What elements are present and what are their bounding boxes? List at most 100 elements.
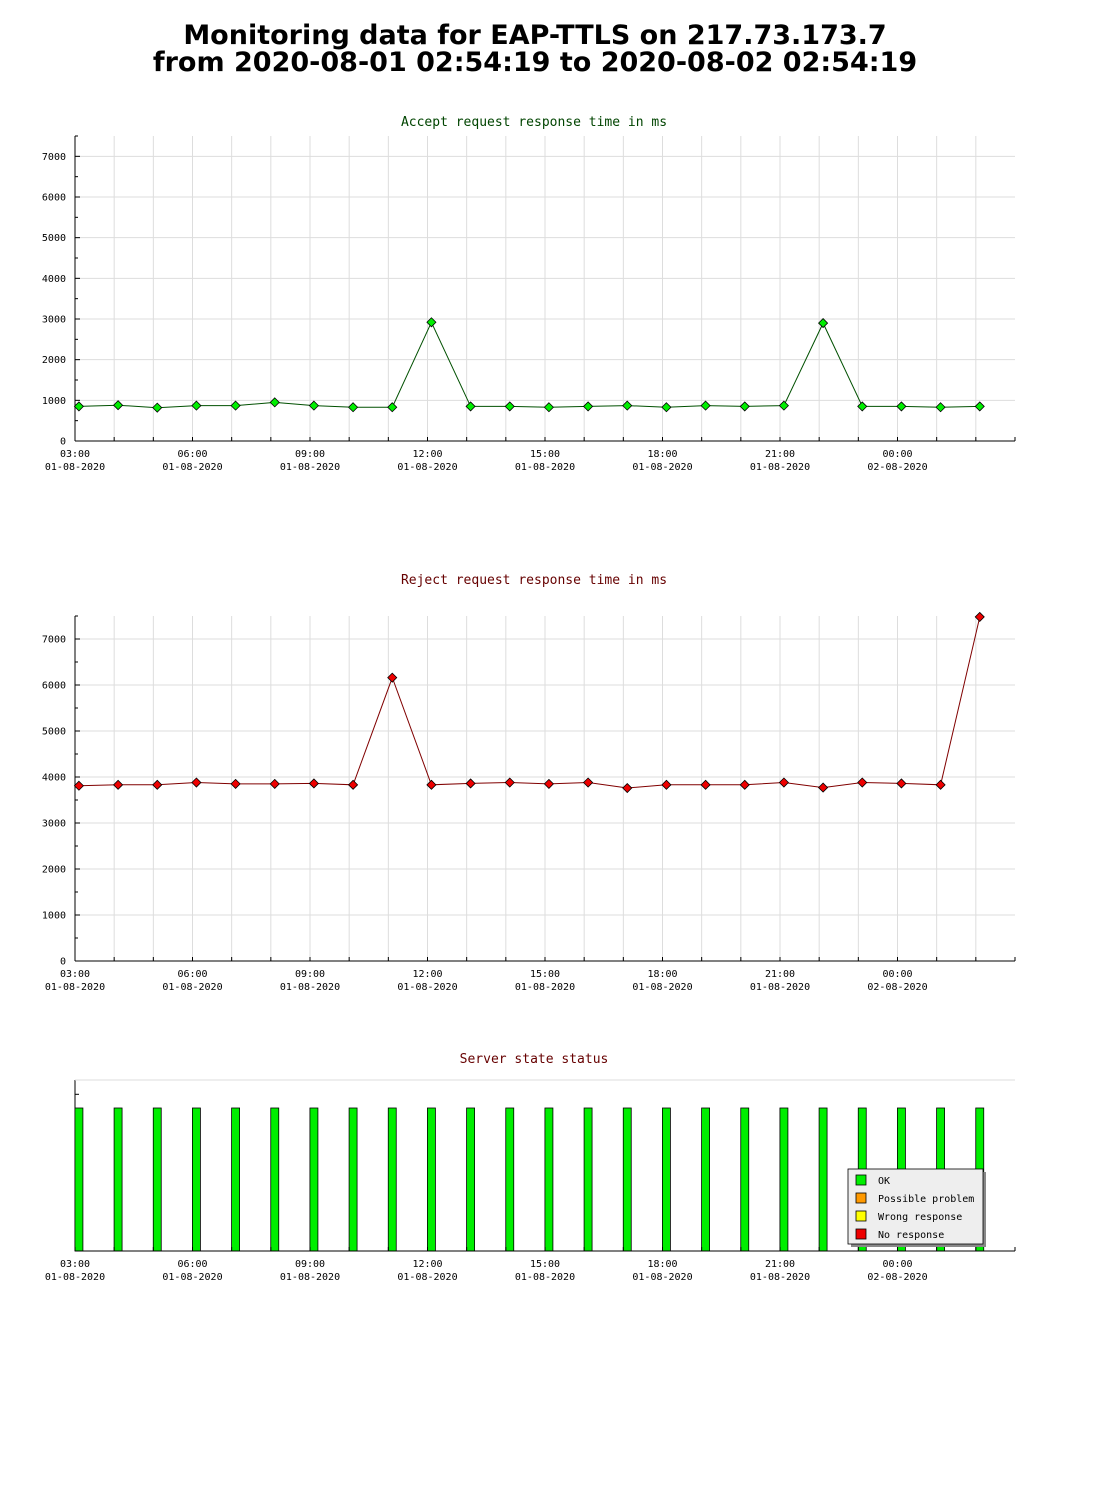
status-bar bbox=[505, 1107, 515, 1252]
reject-data-point bbox=[974, 611, 985, 622]
accept-x-tick-date: 01-08-2020 bbox=[162, 462, 222, 473]
reject-data-point bbox=[348, 779, 359, 790]
reject-data-point bbox=[583, 777, 594, 788]
accept-x-tick-date: 01-08-2020 bbox=[397, 462, 457, 473]
accept-data-point bbox=[935, 402, 946, 413]
accept-y-tick-label: 5000 bbox=[42, 233, 66, 244]
accept-y-tick-label: 3000 bbox=[42, 315, 66, 326]
status-x-tick-time: 06:00 bbox=[177, 1259, 207, 1270]
accept-data-point bbox=[543, 402, 554, 413]
accept-data-point bbox=[465, 401, 476, 412]
legend-label: No response bbox=[878, 1230, 944, 1241]
reject-data-point bbox=[426, 779, 437, 790]
reject-data-point bbox=[857, 777, 868, 788]
reject-x-tick-time: 15:00 bbox=[530, 969, 560, 980]
legend-swatch bbox=[855, 1174, 867, 1186]
accept-data-point bbox=[348, 402, 359, 413]
reject-data-point bbox=[269, 778, 280, 789]
reject-data-point bbox=[661, 779, 672, 790]
status-bar bbox=[779, 1107, 789, 1252]
reject-data-point bbox=[700, 779, 711, 790]
reject-y-tick-label: 7000 bbox=[42, 635, 66, 646]
reject-data-point bbox=[739, 779, 750, 790]
accept-data-point bbox=[73, 401, 84, 412]
reject-x-tick-time: 09:00 bbox=[295, 969, 325, 980]
status-x-tick-date: 01-08-2020 bbox=[162, 1272, 222, 1283]
legend-label: Wrong response bbox=[878, 1212, 962, 1223]
status-chart-title: Server state status bbox=[460, 1052, 609, 1067]
accept-data-point bbox=[974, 401, 985, 412]
accept-x-tick-time: 03:00 bbox=[60, 449, 90, 460]
page-title-line-1: Monitoring data for EAP-TTLS on 217.73.1… bbox=[183, 20, 887, 51]
reject-data-point bbox=[778, 777, 789, 788]
reject-data-point bbox=[935, 779, 946, 790]
status-x-tick-time: 21:00 bbox=[765, 1259, 795, 1270]
status-bar bbox=[387, 1107, 397, 1252]
accept-x-tick-time: 18:00 bbox=[647, 449, 677, 460]
accept-x-tick-time: 21:00 bbox=[765, 449, 795, 460]
accept-data-point bbox=[857, 401, 868, 412]
accept-data-point bbox=[700, 400, 711, 411]
legend-box bbox=[847, 1168, 984, 1245]
accept-data-point bbox=[191, 400, 202, 411]
accept-series-line bbox=[78, 321, 980, 409]
accept-x-tick-time: 15:00 bbox=[530, 449, 560, 460]
status-bar bbox=[74, 1107, 84, 1252]
reject-data-point bbox=[191, 777, 202, 788]
status-bar bbox=[544, 1107, 554, 1252]
accept-chart-title: Accept request response time in ms bbox=[401, 115, 667, 130]
status-bar bbox=[427, 1107, 436, 1252]
status-x-tick-date: 01-08-2020 bbox=[280, 1272, 340, 1283]
reject-x-tick-time: 21:00 bbox=[765, 969, 795, 980]
reject-y-tick-label: 3000 bbox=[42, 819, 66, 830]
reject-chart-title: Reject request response time in ms bbox=[401, 573, 667, 588]
reject-x-tick-time: 12:00 bbox=[412, 969, 442, 980]
reject-data-point bbox=[230, 778, 241, 789]
accept-data-point bbox=[387, 402, 398, 413]
accept-x-tick-date: 01-08-2020 bbox=[632, 462, 692, 473]
accept-x-tick-time: 06:00 bbox=[177, 449, 207, 460]
accept-data-point bbox=[739, 401, 750, 412]
reject-y-tick-label: 5000 bbox=[42, 727, 66, 738]
reject-x-tick-date: 01-08-2020 bbox=[162, 982, 222, 993]
accept-y-tick-label: 4000 bbox=[42, 274, 66, 285]
accept-data-point bbox=[308, 400, 319, 411]
reject-data-point bbox=[73, 780, 84, 791]
status-bar bbox=[818, 1107, 828, 1252]
status-bar bbox=[662, 1107, 671, 1252]
reject-data-point bbox=[308, 778, 319, 789]
accept-data-point bbox=[661, 402, 672, 413]
accept-x-tick-date: 01-08-2020 bbox=[750, 462, 810, 473]
accept-data-point bbox=[622, 400, 633, 411]
reject-x-tick-date: 01-08-2020 bbox=[45, 982, 105, 993]
reject-data-point bbox=[152, 779, 163, 790]
accept-x-tick-date: 02-08-2020 bbox=[867, 462, 927, 473]
accept-x-tick-time: 09:00 bbox=[295, 449, 325, 460]
status-x-tick-time: 18:00 bbox=[647, 1259, 677, 1270]
status-x-tick-date: 01-08-2020 bbox=[397, 1272, 457, 1283]
accept-x-tick-date: 01-08-2020 bbox=[515, 462, 575, 473]
accept-x-tick-date: 01-08-2020 bbox=[45, 462, 105, 473]
page-title: Monitoring data for EAP-TTLS on 217.73.1… bbox=[0, 22, 1070, 76]
reject-data-point bbox=[896, 778, 907, 789]
reject-x-tick-date: 02-08-2020 bbox=[867, 982, 927, 993]
reject-y-tick-label: 1000 bbox=[42, 911, 66, 922]
accept-data-point bbox=[426, 317, 437, 328]
status-bar bbox=[740, 1107, 750, 1252]
status-bar bbox=[113, 1107, 123, 1252]
reject-x-tick-time: 18:00 bbox=[647, 969, 677, 980]
accept-y-tick-label: 2000 bbox=[42, 355, 66, 366]
status-bar bbox=[270, 1107, 280, 1252]
reject-x-tick-date: 01-08-2020 bbox=[397, 982, 457, 993]
legend-swatch bbox=[855, 1228, 867, 1240]
accept-data-point bbox=[896, 401, 907, 412]
reject-y-tick-label: 6000 bbox=[42, 681, 66, 692]
reject-x-tick-time: 00:00 bbox=[882, 969, 912, 980]
reject-data-point bbox=[465, 778, 476, 789]
status-bar bbox=[466, 1107, 475, 1252]
status-x-tick-time: 09:00 bbox=[295, 1259, 325, 1270]
accept-y-tick-label: 7000 bbox=[42, 152, 66, 163]
accept-x-tick-time: 12:00 bbox=[412, 449, 442, 460]
accept-data-point bbox=[778, 400, 789, 411]
